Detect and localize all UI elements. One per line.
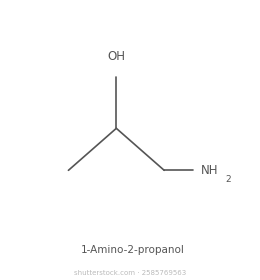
Text: 1-Amino-2-propanol: 1-Amino-2-propanol xyxy=(81,245,185,255)
Text: shutterstock.com · 2585769563: shutterstock.com · 2585769563 xyxy=(74,270,186,276)
Text: 2: 2 xyxy=(225,175,231,184)
Text: OH: OH xyxy=(107,50,125,63)
Text: NH: NH xyxy=(201,164,219,177)
